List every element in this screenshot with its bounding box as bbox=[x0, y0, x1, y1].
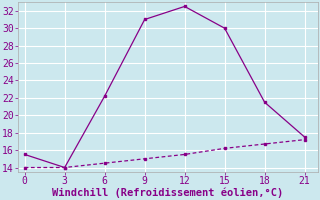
X-axis label: Windchill (Refroidissement éolien,°C): Windchill (Refroidissement éolien,°C) bbox=[52, 187, 284, 198]
